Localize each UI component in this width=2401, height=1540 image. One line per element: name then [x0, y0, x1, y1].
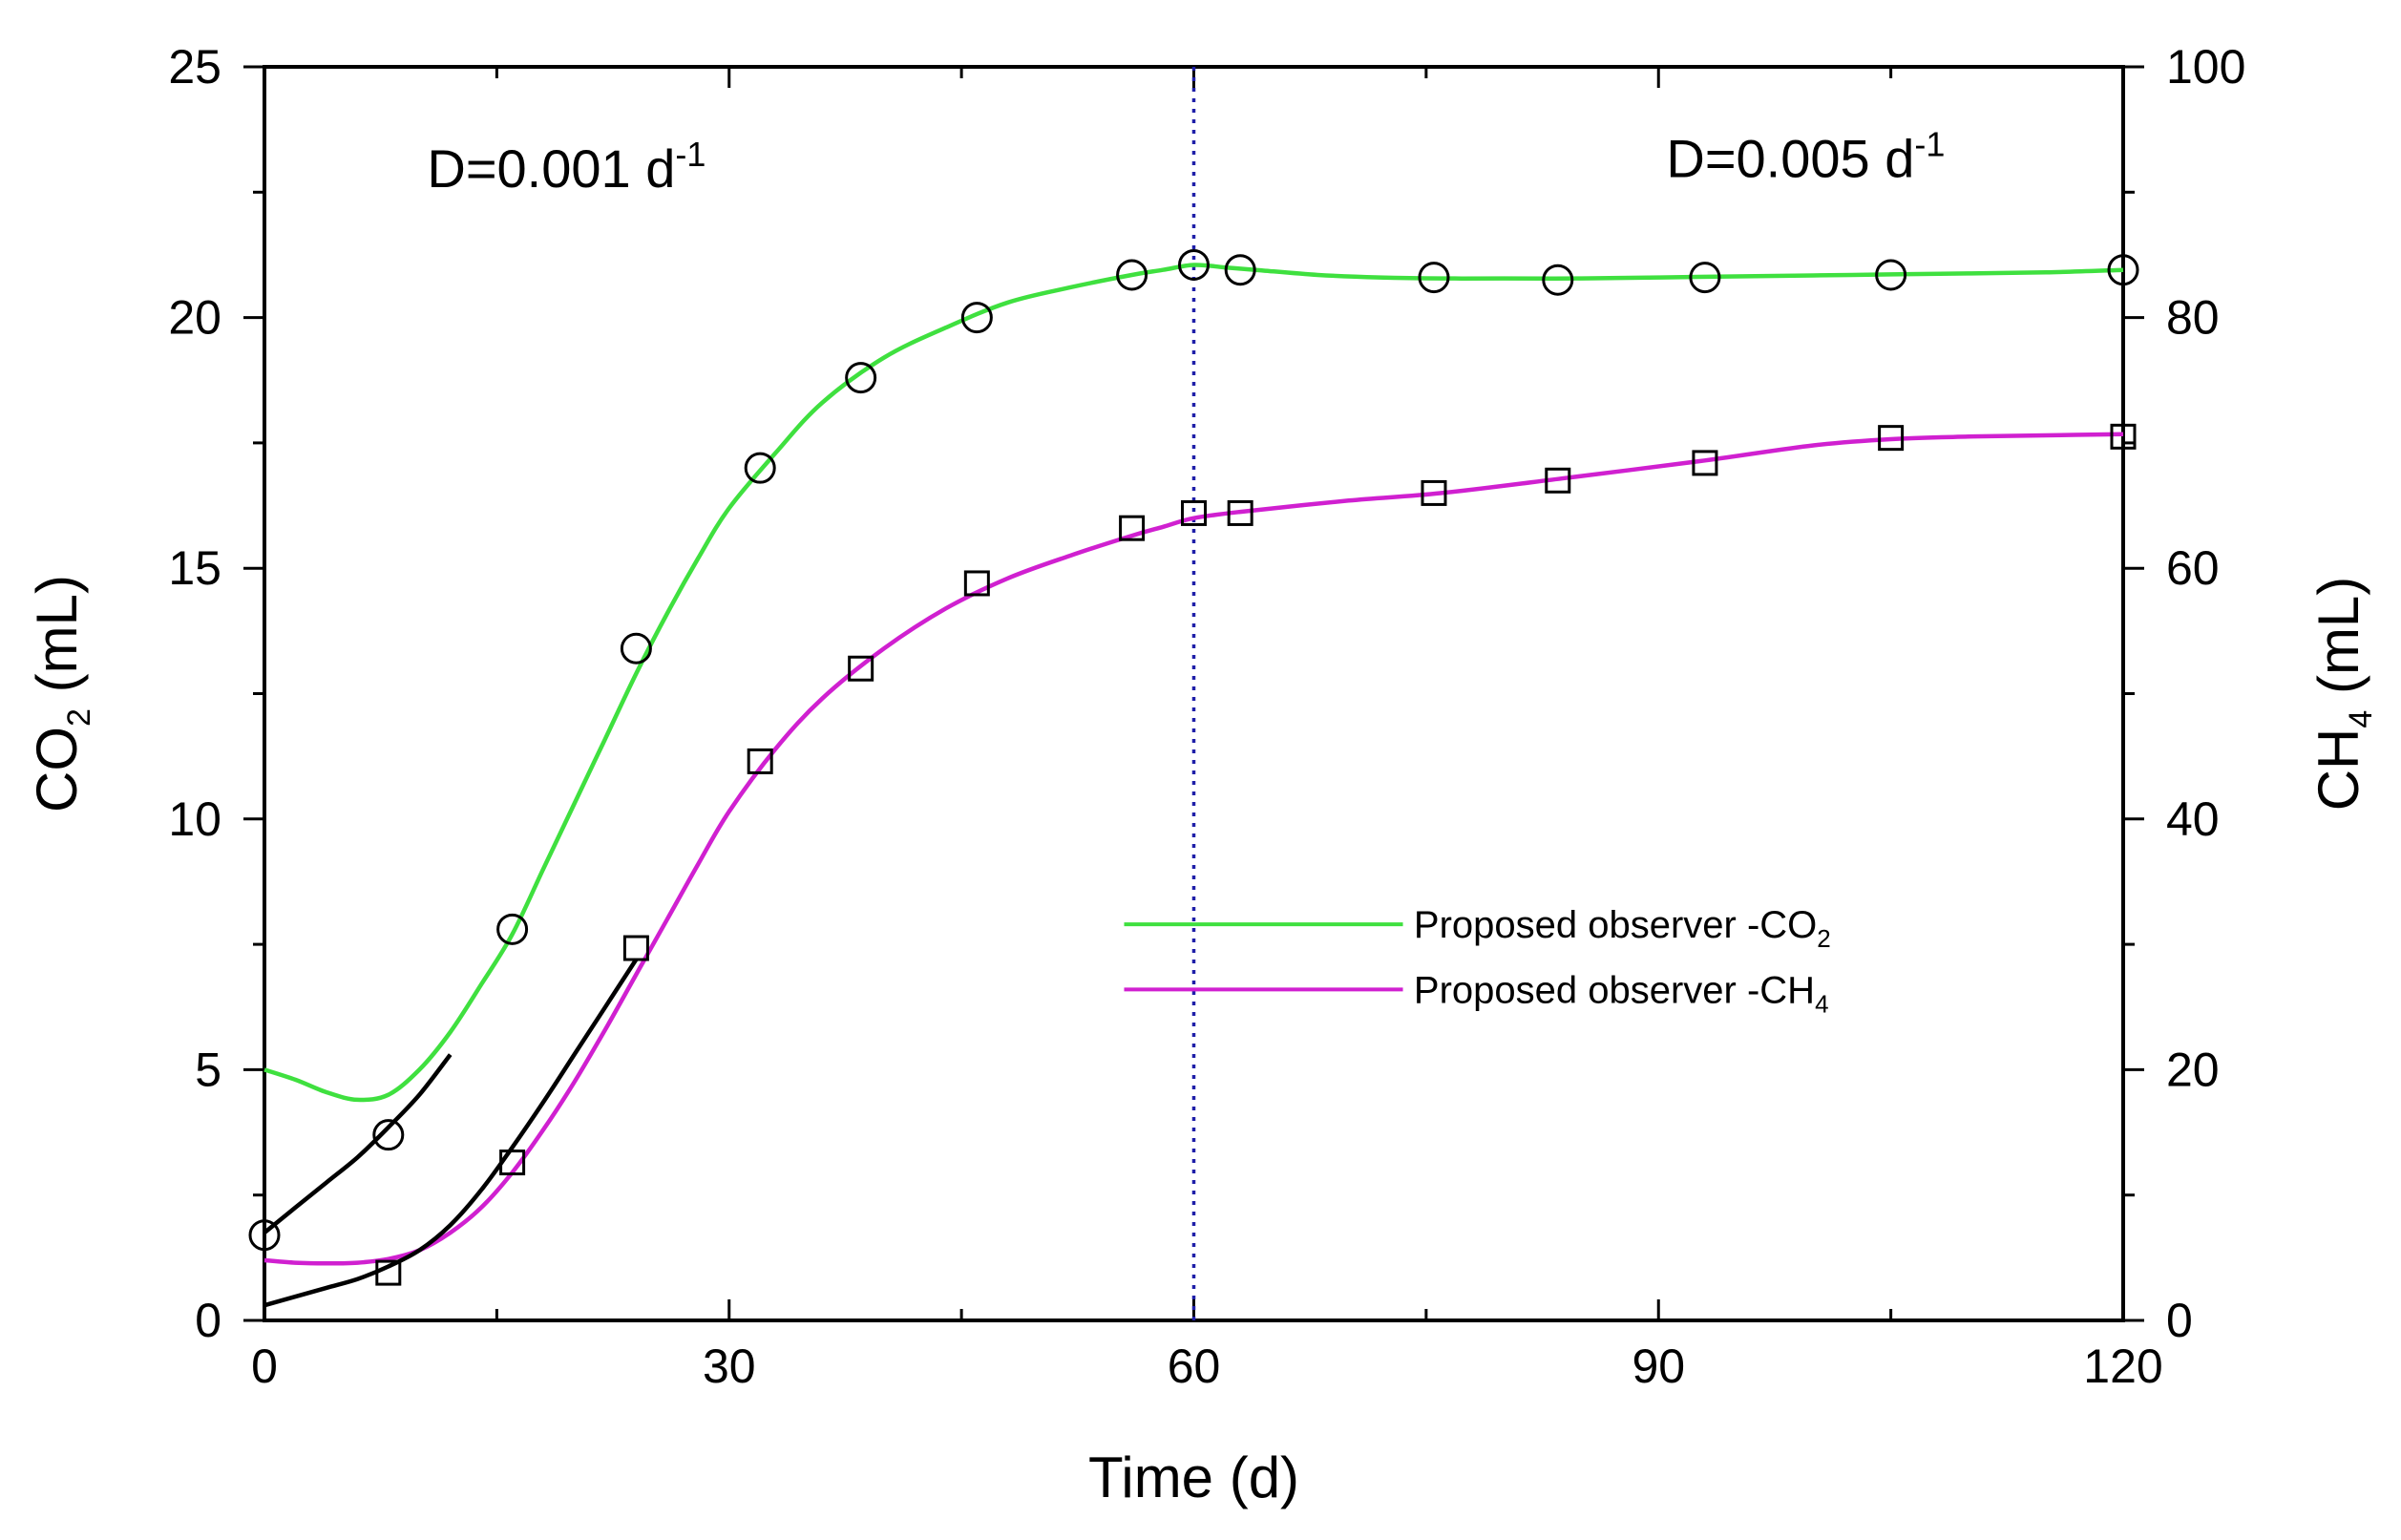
data-point-co2: [2107, 254, 2139, 286]
annotation-1-sup: -1: [675, 135, 706, 174]
series-line-2: [263, 1053, 453, 1234]
y-right-tick-label: 80: [2166, 291, 2220, 345]
data-point-ch4: [622, 935, 649, 961]
y-right-title-sub: 4: [2343, 710, 2379, 728]
data-point-ch4: [1181, 499, 1207, 526]
y-right-tick-label: 0: [2166, 1294, 2193, 1347]
data-point-co2: [1875, 259, 1907, 291]
y-right-title-unit: (mL): [2306, 577, 2370, 710]
y-right-tick-label: 40: [2166, 792, 2220, 846]
data-point-co2: [372, 1119, 405, 1151]
x-tick-label: 120: [2083, 1340, 2162, 1393]
legend-label-co2: Proposed observer -CO2: [1414, 904, 1831, 953]
y-left-title-unit: (mL): [25, 575, 89, 708]
series-line-0: [263, 263, 2124, 1103]
y-left-tick-label: 10: [168, 792, 221, 846]
data-point-ch4: [1227, 499, 1253, 526]
y-left-tick-label: 0: [195, 1294, 221, 1347]
y-right-title-main: CH: [2306, 728, 2370, 812]
data-point-ch4: [1878, 425, 1905, 452]
data-point-ch4: [747, 748, 773, 774]
data-point-co2: [620, 632, 652, 665]
data-point-ch4: [499, 1150, 526, 1176]
y-left-title-main: CO: [25, 727, 89, 812]
y-left-tick-label: 5: [195, 1043, 221, 1096]
data-point-ch4: [963, 570, 990, 597]
data-point-ch4: [1545, 467, 1571, 494]
x-tick-label: 90: [1632, 1340, 1685, 1393]
data-point-co2: [1116, 259, 1148, 291]
y-left-tick-label: 20: [168, 291, 221, 345]
data-point-ch4: [1119, 515, 1146, 541]
data-point-co2: [1178, 248, 1210, 281]
data-point-ch4: [1692, 450, 1718, 476]
data-point-co2: [248, 1219, 281, 1252]
x-axis-title: Time (d): [1088, 1445, 1299, 1509]
series-line-1: [263, 432, 2124, 1266]
x-tick-label: 30: [703, 1340, 756, 1393]
annotation-dilution-1: D=0.001 d-1: [427, 135, 706, 199]
annotation-1-text: D=0.001 d: [427, 138, 675, 199]
annotation-2-text: D=0.005 d: [1666, 129, 1914, 189]
x-tick-label: 0: [251, 1340, 278, 1393]
data-point-co2: [1418, 262, 1450, 294]
data-point-co2: [1689, 262, 1721, 294]
series-line-3: [263, 958, 639, 1308]
data-point-co2: [845, 362, 877, 394]
y-left-title-sub: 2: [61, 708, 97, 727]
data-point-ch4: [375, 1259, 402, 1286]
data-point-ch4: [848, 655, 874, 682]
annotation-2-sup: -1: [1914, 125, 1945, 164]
y-right-axis-title: CH4 (mL): [2306, 577, 2379, 812]
y-right-tick-label: 60: [2166, 541, 2220, 595]
axis-ticks: [243, 65, 2144, 1322]
y-right-tick-label: 20: [2166, 1043, 2220, 1096]
legend: Proposed observer -CO2 Proposed observer…: [1124, 904, 1831, 1018]
data-point-co2: [496, 913, 529, 945]
data-point-ch4: [1421, 479, 1447, 506]
data-point-ch4: [2110, 423, 2137, 450]
series-layer: [263, 67, 2124, 1320]
data-point-co2: [1542, 264, 1574, 296]
x-tick-label: 60: [1168, 1340, 1221, 1393]
y-right-tick-label: 100: [2166, 40, 2245, 94]
annotation-dilution-2: D=0.005 d-1: [1666, 125, 1945, 189]
data-point-co2: [960, 302, 993, 334]
y-left-axis-title: CO2 (mL): [25, 575, 97, 812]
data-point-co2: [1224, 254, 1256, 286]
legend-label-ch4: Proposed observer -CH4: [1414, 969, 1829, 1018]
data-point-co2: [744, 452, 776, 484]
y-left-tick-label: 15: [168, 541, 221, 595]
y-left-tick-label: 25: [168, 40, 221, 94]
markers-layer: [248, 248, 2139, 1286]
